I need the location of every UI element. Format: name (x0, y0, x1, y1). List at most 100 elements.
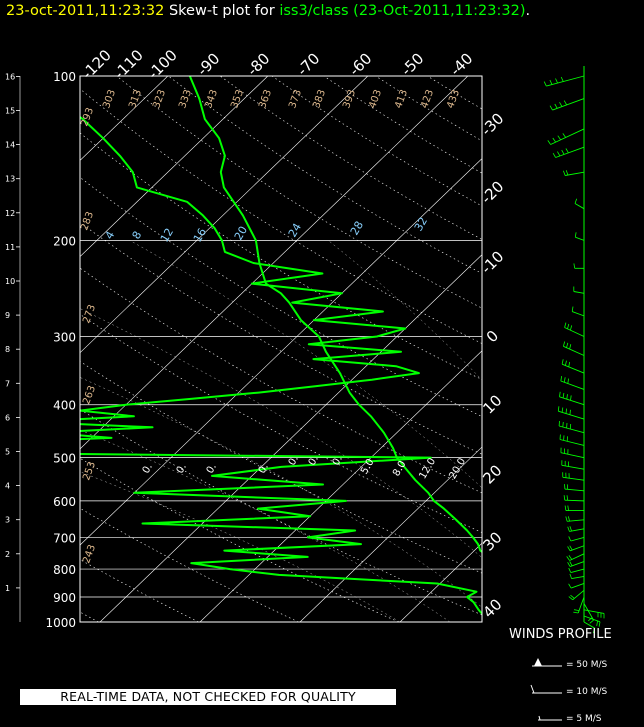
lower-label: 20.0 (448, 456, 469, 481)
lower-label: 0. (331, 454, 345, 468)
wind-barb (577, 596, 585, 614)
wind-barb-flag (562, 392, 565, 398)
mixing-ratio-label: 4 (103, 229, 118, 242)
mixing-ratio-label: 12 (158, 226, 176, 245)
wind-barb-flag (574, 198, 578, 204)
pressure-label: 100 (53, 70, 76, 84)
wind-barb (573, 291, 585, 294)
wind-barb-flag (563, 377, 566, 383)
title-station: iss3/class (23-Oct-2011,11:23:32) (279, 3, 526, 19)
lower-label: 0. (257, 462, 271, 476)
wind-barb (574, 203, 585, 210)
isotherm-top-label: -80 (243, 49, 273, 79)
wind-key-50: = 50 M/S (566, 660, 608, 670)
quality-notice: REAL-TIME DATA, NOT CHECKED FOR QUALITY (20, 689, 396, 705)
mixing-ratio-label: 16 (191, 226, 209, 245)
isotherm-right-label: 20 (479, 461, 505, 487)
theta-label: 333 (177, 88, 194, 110)
moist-adiabat (527, 240, 644, 622)
moist-adiabat (80, 471, 401, 622)
wind-barb-flag (559, 391, 561, 397)
wind-barb-flag (567, 378, 569, 384)
wind-barb (569, 528, 585, 532)
theta-label: 413 (393, 88, 410, 110)
height-label: 12 (5, 209, 15, 218)
wind-barb (575, 236, 585, 241)
wind-barb (563, 345, 585, 356)
wind-barb (560, 380, 585, 390)
height-label: 13 (5, 175, 15, 184)
dry-adiabat (80, 507, 299, 622)
wind-barb (561, 363, 585, 374)
wind-barb (583, 615, 601, 623)
wind-key-50-flag (534, 658, 542, 666)
isotherm (500, 76, 644, 622)
wind-barb (567, 519, 585, 522)
lower-label: 0. (307, 454, 321, 468)
wind-barb-flag (570, 395, 572, 401)
wind-barb-flag (574, 232, 577, 238)
pressure-label: 1000 (45, 616, 76, 630)
wind-barb (560, 452, 585, 459)
wind-barb-flag (555, 78, 558, 84)
height-label: 3 (5, 516, 10, 525)
wind-key-10-barb (530, 684, 535, 694)
wind-barb (570, 536, 585, 542)
wind-barb (583, 603, 594, 621)
dry-adiabat (375, 76, 482, 142)
dry-adiabat (80, 222, 482, 455)
height-label: 16 (5, 72, 15, 81)
wind-barb-flag (589, 619, 594, 624)
plot-title: 23-oct-2011,11:23:32 Skew-t plot for iss… (6, 3, 530, 19)
wind-barb-flag (568, 555, 573, 560)
wind-key-10: = 10 M/S (566, 687, 608, 697)
pressure-label: 400 (53, 399, 76, 413)
wind-barb-flag (549, 105, 553, 111)
wind-barb-flag (557, 406, 560, 412)
wind-barb-flag (569, 573, 572, 579)
isotherm-top-label: -120 (78, 46, 115, 83)
dry-adiabat (80, 408, 482, 616)
wind-barb-flag (543, 81, 547, 87)
wind-barb (569, 545, 585, 552)
dry-adiabat (80, 361, 482, 574)
dry-adiabat (531, 76, 644, 622)
theta-label: 403 (367, 88, 384, 110)
mixing-ratio-label: 20 (232, 224, 250, 243)
wind-barb (546, 75, 585, 87)
wind-barb (571, 575, 585, 580)
lower-label: 12.0 (418, 456, 439, 481)
temperature-trace (188, 76, 482, 554)
wind-barb-flag (549, 79, 553, 85)
isotherm-top-label: -90 (193, 49, 223, 79)
pressure-label: 500 (53, 452, 76, 466)
wind-barb-flag (592, 628, 596, 634)
wind-barb (558, 425, 585, 434)
theta-label: 263 (81, 384, 98, 406)
wind-barb (564, 499, 585, 502)
theta-label: 293 (79, 106, 96, 128)
wind-barb (559, 439, 585, 446)
wind-barb-flag (598, 621, 601, 627)
lower-label: 5.0 (359, 457, 376, 476)
theta-label: 273 (81, 303, 98, 325)
lower-label: 8.0 (391, 459, 408, 478)
pressure-label: 700 (53, 531, 76, 545)
lower-label: 0. (175, 462, 189, 476)
wind-barb-flag (557, 151, 561, 157)
wind-barb-flag (567, 516, 570, 522)
mixing-ratio-label: 32 (412, 215, 430, 234)
wind-barb-flag (562, 421, 564, 428)
isotherm (80, 76, 269, 258)
wind-barb-flag (570, 594, 575, 599)
title-plot-label: Skew-t plot for (168, 3, 275, 19)
lower-label: 0. (287, 454, 301, 468)
wind-barb-flag (565, 148, 569, 154)
height-label: 15 (5, 107, 15, 116)
isotherm (99, 254, 482, 622)
theta-label: 283 (79, 210, 96, 232)
theta-label: 373 (287, 88, 304, 110)
wind-barb-flag (559, 102, 563, 107)
wind-barb-flag (563, 170, 566, 176)
